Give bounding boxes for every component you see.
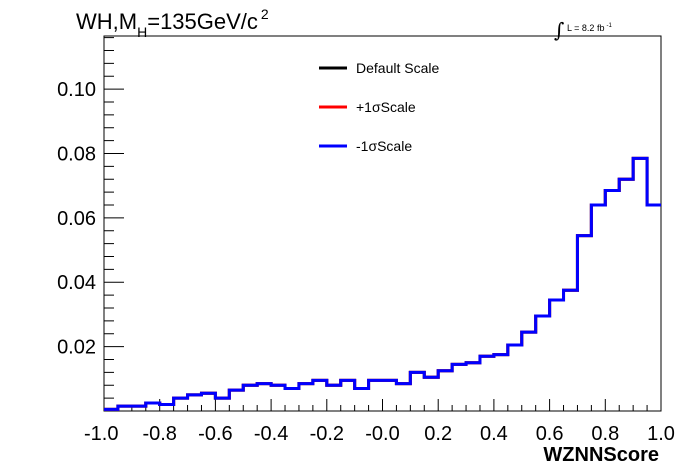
x-tick-label: -0.6 xyxy=(198,423,232,445)
x-tick-label: -0.8 xyxy=(142,423,176,445)
x-tick-label: -0.0 xyxy=(365,423,399,445)
x-tick-label: -0.2 xyxy=(310,423,344,445)
legend: Default Scale +1σScale -1σScale xyxy=(319,60,439,154)
x-tick-label: 0.2 xyxy=(424,423,452,445)
title-superscript: 2 xyxy=(261,6,269,22)
title-value: =135GeV/c xyxy=(147,9,258,34)
luminosity-label: L = 8.2 fb -1 xyxy=(567,23,612,33)
x-tick-label: 0.6 xyxy=(536,423,564,445)
legend-label-plus: +1σScale xyxy=(356,99,416,115)
x-tick-label: 0.8 xyxy=(591,423,619,445)
series-line-minus xyxy=(104,156,661,411)
title-main: WH,M xyxy=(76,9,137,34)
x-tick-label: 1.0 xyxy=(647,423,675,445)
x-axis: -1.0 -0.8 -0.6 -0.4 -0.2 -0.0 0.2 0.4 0.6 0.8 1.0 xyxy=(84,399,675,445)
x-tick-label: 0.4 xyxy=(480,423,508,445)
luminosity-superscript: -1 xyxy=(606,23,612,29)
y-tick-label: 0.10 xyxy=(57,79,96,101)
x-tick-label: -0.4 xyxy=(254,423,288,445)
title-subscript: H xyxy=(137,24,147,40)
y-tick-label: 0.02 xyxy=(57,337,96,359)
x-tick-label: -1.0 xyxy=(84,423,118,445)
x-axis-label: WZNNScore xyxy=(543,444,659,466)
chart-title: WH,MH=135GeV/c 2 xyxy=(76,6,269,40)
y-tick-label: 0.08 xyxy=(57,143,96,165)
series-layer xyxy=(104,156,661,411)
y-tick-label: 0.06 xyxy=(57,208,96,230)
y-tick-label: 0.04 xyxy=(57,272,96,294)
luminosity-text: L = 8.2 fb xyxy=(567,23,604,33)
legend-label-minus: -1σScale xyxy=(356,138,412,154)
legend-label-default: Default Scale xyxy=(356,60,439,76)
y-axis: 0.02 0.04 0.06 0.08 0.10 xyxy=(57,37,124,399)
integral-symbol: ∫ xyxy=(554,18,564,42)
